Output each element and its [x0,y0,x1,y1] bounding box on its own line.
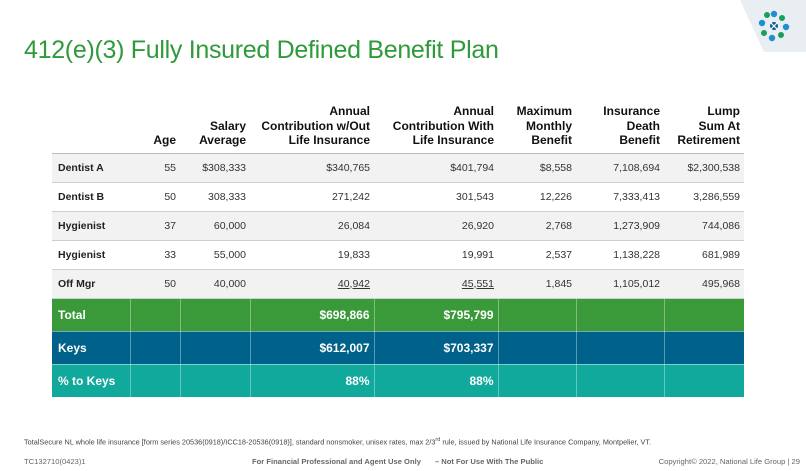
cell-age: 33 [130,240,180,270]
keys-label: Keys [52,331,131,365]
cell-monthly-benefit: 1,845 [498,269,576,299]
cell-contribution-without: 271,242 [250,182,374,212]
empty-cell [180,364,251,398]
table-row: Off Mgr 50 40,000 40,942 45,551 1,845 1,… [52,269,744,299]
table-row: Hygienist 33 55,000 19,833 19,991 2,537 … [52,240,744,270]
cell-contribution-without: 19,833 [250,240,374,270]
cell-lump-sum: 495,968 [664,269,744,299]
benefit-plan-table: Age Salary Average Annual Contribution w/O… [52,104,744,398]
cell-employee: Dentist B [52,182,130,212]
cell-salary: 40,000 [180,269,250,299]
cell-lump-sum: $2,300,538 [664,152,744,183]
cell-monthly-benefit: 12,226 [498,182,576,212]
total-contribution-without: $698,866 [250,298,375,332]
table-row: Dentist B 50 308,333 271,242 301,543 12,… [52,182,744,212]
empty-cell [130,364,181,398]
pct-label: % to Keys [52,364,131,398]
header-employee [52,104,130,153]
national-life-logo-icon [740,0,806,52]
cell-age: 50 [130,269,180,299]
footer-disclaimer: For Financial Professional and Agent Use… [252,457,543,466]
empty-cell [576,298,665,332]
logo-corner [716,0,806,52]
cell-monthly-benefit: $8,558 [498,152,576,183]
empty-cell [664,298,744,332]
header-contribution-without: Annual Contribution w/Out Life Insurance [261,104,370,147]
table-row: Dentist A 55 $308,333 $340,765 $401,794 … [52,152,744,183]
cell-monthly-benefit: 2,537 [498,240,576,270]
pct-contribution-without: 88% [250,364,375,398]
footnote: TotalSecure NL whole life insurance [for… [24,437,651,446]
header-lump-sum: Lump Sum At Retirement [677,104,740,147]
cell-salary: 55,000 [180,240,250,270]
page-title: 412(e)(3) Fully Insured Defined Benefit … [24,36,499,64]
cell-death-benefit: 7,108,694 [576,152,664,183]
empty-cell [498,331,577,365]
cell-contribution-without: $340,765 [250,152,374,183]
header-monthly-benefit: Maximum Monthly Benefit [516,104,572,147]
footer-disclaimer-text-2: – Not For Use With The Public [434,457,544,466]
cell-employee: Dentist A [52,152,130,183]
cell-contribution-without: 40,942 [250,269,374,299]
cell-monthly-benefit: 2,768 [498,211,576,241]
header-death-benefit: Insurance Death Benefit [603,104,660,147]
keys-row: Keys $612,007 $703,337 [52,331,744,365]
footnote-text: TotalSecure NL whole life insurance [for… [24,437,436,447]
footnote-superscript: rd [435,437,441,443]
empty-cell [180,298,251,332]
footer-disclaimer-text: For Financial Professional and Agent Use… [252,457,421,466]
cell-age: 37 [130,211,180,241]
cell-employee: Hygienist [52,240,130,270]
header-contribution-with: Annual Contribution With Life Insurance [392,104,494,147]
cell-contribution-with: 45,551 [374,269,498,299]
cell-age: 55 [130,152,180,183]
empty-cell [664,364,744,398]
empty-cell [130,298,181,332]
keys-contribution-without: $612,007 [250,331,375,365]
table-row: Hygienist 37 60,000 26,084 26,920 2,768 … [52,211,744,241]
cell-salary: 60,000 [180,211,250,241]
total-label: Total [52,298,131,332]
footer-copyright: Copyright© 2022, National Life Group | 2… [658,457,800,466]
cell-contribution-with: 19,991 [374,240,498,270]
cell-contribution-with: $401,794 [374,152,498,183]
pct-to-keys-row: % to Keys 88% 88% [52,364,744,398]
empty-cell [576,364,665,398]
header-salary-average: Salary Average [199,118,246,148]
cell-lump-sum: 3,286,559 [664,182,744,212]
empty-cell [576,331,665,365]
header-age: Age [153,133,176,147]
cell-contribution-with: 26,920 [374,211,498,241]
cell-lump-sum: 681,989 [664,240,744,270]
keys-contribution-with: $703,337 [374,331,499,365]
cell-age: 50 [130,182,180,212]
cell-lump-sum: 744,086 [664,211,744,241]
cell-employee: Hygienist [52,211,130,241]
cell-contribution-with: 301,543 [374,182,498,212]
total-contribution-with: $795,799 [374,298,499,332]
empty-cell [664,331,744,365]
cell-salary: 308,333 [180,182,250,212]
header-row: Age Salary Average Annual Contribution w/O… [52,104,744,153]
empty-cell [180,331,251,365]
empty-cell [498,298,577,332]
footnote-text-end: rule, issued by National Life Insurance … [442,437,652,447]
empty-cell [130,331,181,365]
footer-code: TC132710(0423)1 [24,457,86,466]
total-row: Total $698,866 $795,799 [52,298,744,332]
cell-death-benefit: 7,333,413 [576,182,664,212]
cell-contribution-without: 26,084 [250,211,374,241]
cell-death-benefit: 1,105,012 [576,269,664,299]
cell-death-benefit: 1,273,909 [576,211,664,241]
cell-salary: $308,333 [180,152,250,183]
cell-employee: Off Mgr [52,269,130,299]
pct-contribution-with: 88% [374,364,499,398]
cell-death-benefit: 1,138,228 [576,240,664,270]
empty-cell [498,364,577,398]
